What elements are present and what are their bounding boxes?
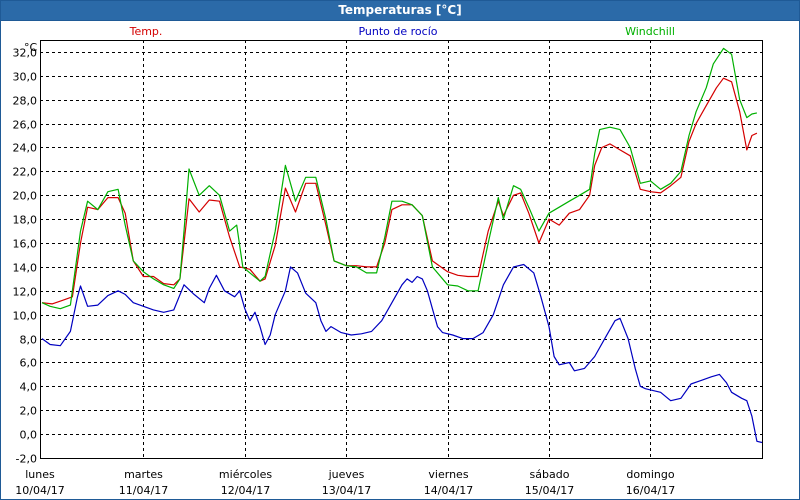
- x-tick-date-label: 16/04/17: [626, 484, 675, 497]
- y-tick-label: 2,0: [20, 405, 38, 418]
- series-line-1: [41, 263, 763, 444]
- series-lines: [41, 47, 763, 444]
- legend-entry: Punto de rocío: [358, 25, 437, 38]
- x-tick-date-label: 11/04/17: [119, 484, 168, 497]
- x-tick-day-label: viernes: [428, 468, 468, 481]
- y-tick-label: 28,0: [13, 95, 38, 108]
- y-tick-label: 8,0: [20, 334, 38, 347]
- chart-title: Temperaturas [°C]: [1, 1, 799, 21]
- x-tick-day-label: domingo: [626, 468, 674, 481]
- legend-entry: Windchill: [625, 25, 675, 38]
- y-tick-label: 26,0: [13, 119, 38, 132]
- y-tick-label: 32,0: [13, 47, 38, 60]
- x-tick-day-label: miércoles: [219, 468, 272, 481]
- series-line-0: [41, 77, 758, 305]
- y-tick-label: 20,0: [13, 190, 38, 203]
- y-tick-label: -2,0: [16, 453, 37, 466]
- x-tick-day-label: sábado: [530, 468, 570, 481]
- y-tick-label: 22,0: [13, 166, 38, 179]
- y-tick-label: 10,0: [13, 310, 38, 323]
- x-tick-day-label: jueves: [328, 468, 365, 481]
- legend-entry: Temp.: [129, 25, 163, 38]
- x-tick-date-label: 14/04/17: [424, 484, 473, 497]
- legend: Temp. Punto de rocío Windchill: [129, 25, 675, 38]
- y-tick-label: 18,0: [13, 214, 38, 227]
- y-tick-label: 6,0: [20, 357, 38, 370]
- y-tick-label: 14,0: [13, 262, 38, 275]
- x-tick-day-label: lunes: [25, 468, 55, 481]
- y-axis: 32,0 30,0 28,0 26,0 24,0 22,0 20,0 18,0 16,0 14,0…: [13, 47, 38, 466]
- x-tick-date-label: 10/04/17: [15, 484, 64, 497]
- y-tick-label: 12,0: [13, 286, 38, 299]
- x-axis: lunes 10/04/17 martes 11/04/17 miércoles 12/0…: [15, 468, 675, 497]
- plot-area: [40, 40, 763, 459]
- y-axis-unit-label: °C: [24, 41, 38, 54]
- x-tick-day-label: martes: [124, 468, 163, 481]
- x-tick-date-label: 12/04/17: [221, 484, 270, 497]
- y-tick-label: 30,0: [13, 71, 38, 84]
- x-tick-date-label: 13/04/17: [322, 484, 371, 497]
- y-tick-label: 4,0: [20, 381, 38, 394]
- y-tick-label: 16,0: [13, 238, 38, 251]
- y-tick-label: 0,0: [20, 429, 38, 442]
- series-line-2: [41, 47, 758, 310]
- x-tick-date-label: 15/04/17: [525, 484, 574, 497]
- y-tick-label: 24,0: [13, 142, 38, 155]
